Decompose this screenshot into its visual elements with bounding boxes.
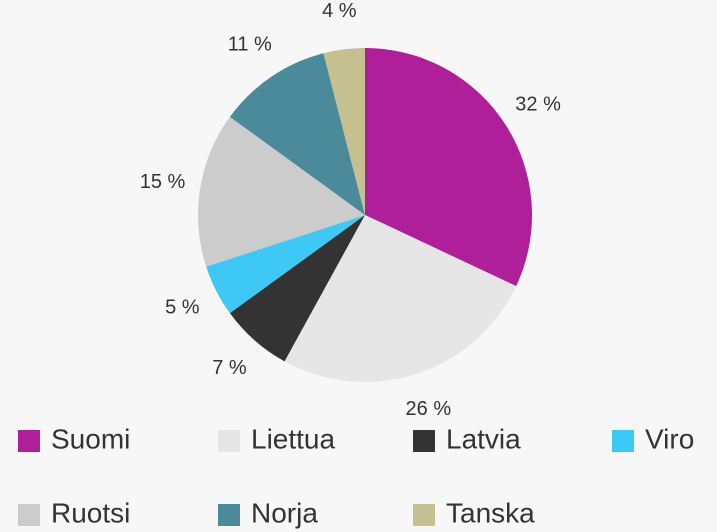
data-label: 15 % [140,171,186,193]
legend-label: Tanska [446,497,535,528]
pie-slice [198,116,365,267]
legend-label: Norja [251,497,318,528]
legend-label: Liettua [251,423,335,454]
data-label: 5 % [165,296,200,318]
legend-swatch [18,430,40,452]
legend-swatch [612,430,634,452]
legend-label: Latvia [446,423,521,454]
legend-swatch [413,430,435,452]
legend-swatch [218,430,240,452]
legend-swatch [18,504,40,526]
data-label: 7 % [212,357,247,379]
data-label: 26 % [406,398,452,420]
data-label: 4 % [322,0,357,22]
pie-slice [229,215,365,362]
legend-swatch [218,504,240,526]
legend-label: Ruotsi [51,497,130,528]
pie-slice [284,215,517,383]
pie-slice [365,48,533,287]
data-label: 32 % [515,93,561,115]
legend-label: Viro [645,423,694,454]
legend-label: Suomi [51,423,130,454]
legend-swatch [413,504,435,526]
pie-slice [229,53,365,215]
pie-slice [323,48,365,215]
data-label: 11 % [228,34,272,56]
pie-slice [206,215,365,314]
